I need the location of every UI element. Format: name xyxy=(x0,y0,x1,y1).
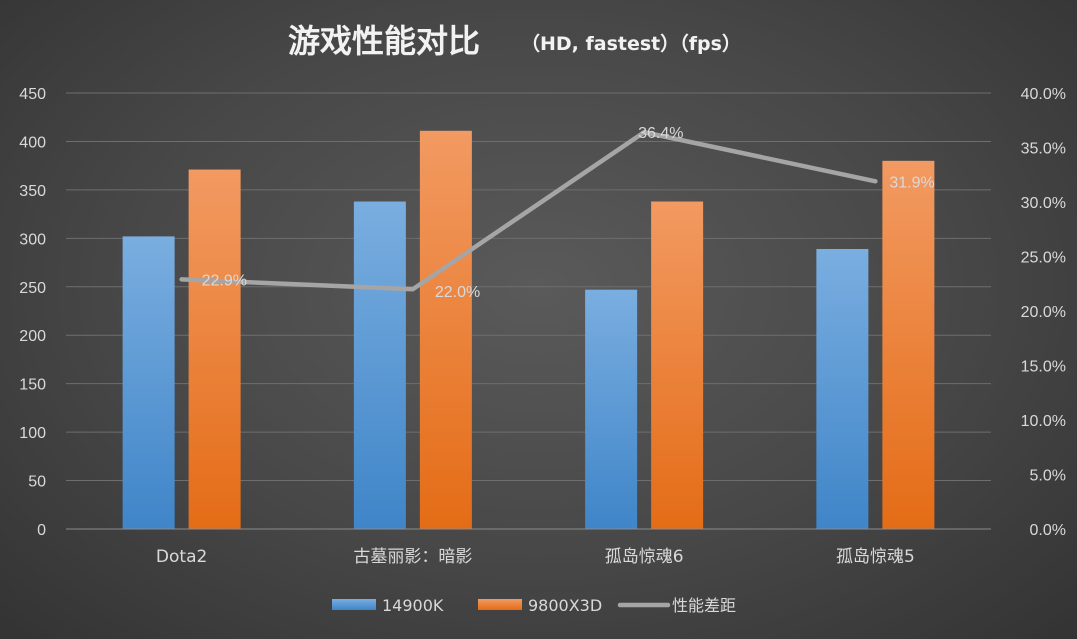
bar-14900k xyxy=(585,289,638,529)
left-tick-label: 350 xyxy=(19,183,46,200)
left-tick-label: 0 xyxy=(37,522,46,539)
bar-14900k xyxy=(353,201,406,529)
legend-swatch xyxy=(478,599,522,610)
left-tick-label: 150 xyxy=(19,377,46,394)
left-tick-label: 250 xyxy=(19,280,46,297)
left-tick-label: 50 xyxy=(28,474,46,491)
legend: 14900K 9800X3D 性能差距 xyxy=(332,596,736,615)
right-tick-label: 30.0% xyxy=(1021,195,1066,212)
category-label: 孤岛惊魂5 xyxy=(836,547,915,567)
left-tick-label: 450 xyxy=(19,86,46,103)
bar-9800x3d xyxy=(188,169,241,529)
bar-14900k xyxy=(816,248,869,530)
gap-data-label: 22.9% xyxy=(202,272,247,289)
right-tick-label: 10.0% xyxy=(1021,413,1066,430)
right-tick-label: 20.0% xyxy=(1021,304,1066,321)
gap-data-labels: 22.9% 22.0% 36.4% 31.9% xyxy=(202,125,935,301)
chart-title-sub: （HD, fastest）（fps） xyxy=(521,32,741,55)
right-tick-label: 0.0% xyxy=(1030,522,1066,539)
gap-point xyxy=(410,287,415,292)
left-tick-label: 200 xyxy=(19,328,46,345)
category-label: 孤岛惊魂6 xyxy=(605,547,684,567)
gap-data-label: 31.9% xyxy=(889,174,934,191)
left-tick-label: 400 xyxy=(19,134,46,151)
left-tick-label: 100 xyxy=(19,425,46,442)
category-label: Dota2 xyxy=(156,547,207,567)
gap-point xyxy=(642,130,647,135)
bar-14900k xyxy=(122,236,175,529)
category-labels: Dota2 古墓丽影：暗影 孤岛惊魂6 孤岛惊魂5 xyxy=(156,547,915,567)
gap-line-series xyxy=(179,129,878,292)
gap-point xyxy=(179,277,184,282)
legend-swatch xyxy=(332,599,376,610)
left-tick-label: 300 xyxy=(19,231,46,248)
gap-point xyxy=(873,179,878,184)
gap-data-label: 22.0% xyxy=(435,284,480,301)
right-tick-label: 5.0% xyxy=(1030,468,1066,485)
bar-9800x3d xyxy=(419,130,472,529)
right-tick-label: 25.0% xyxy=(1021,250,1066,267)
legend-label: 9800X3D xyxy=(528,596,602,615)
bar-9800x3d xyxy=(882,160,935,530)
right-tick-label: 35.0% xyxy=(1021,141,1066,158)
left-axis-ticks: 0 50 100 150 200 250 300 350 400 450 xyxy=(19,86,46,539)
bar-9800x3d xyxy=(651,201,704,529)
legend-label: 14900K xyxy=(382,596,444,615)
right-axis-ticks: 0.0% 5.0% 10.0% 15.0% 20.0% 25.0% 30.0% 35.0% 40… xyxy=(1021,86,1066,539)
chart-title: 游戏性能对比 （HD, fastest）（fps） xyxy=(288,22,741,60)
right-tick-label: 40.0% xyxy=(1021,86,1066,103)
category-label: 古墓丽影：暗影 xyxy=(353,547,472,567)
chart-title-main: 游戏性能对比 xyxy=(288,22,480,60)
bars xyxy=(122,130,935,530)
legend-label: 性能差距 xyxy=(672,596,736,615)
gap-line xyxy=(179,129,878,292)
gap-data-label: 36.4% xyxy=(638,125,683,142)
right-tick-label: 15.0% xyxy=(1021,359,1066,376)
